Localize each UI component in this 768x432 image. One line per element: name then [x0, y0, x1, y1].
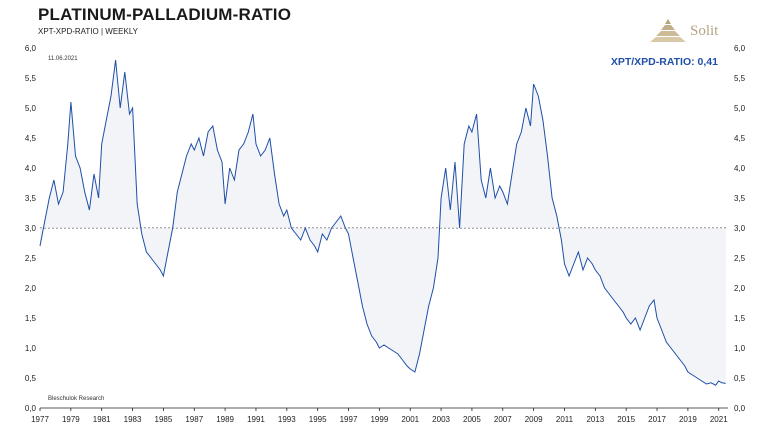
y-tick-label-left: 4,5 [25, 134, 37, 143]
x-tick-label: 1979 [62, 415, 80, 424]
x-tick-label: 1983 [124, 415, 142, 424]
x-tick-label: 2005 [463, 415, 481, 424]
y-tick-label-right: 0,5 [734, 374, 746, 383]
y-tick-label-left: 4,0 [25, 164, 37, 173]
y-tick-label-right: 2,0 [734, 284, 746, 293]
current-value-label: XPT/XPD-RATIO: 0,41 [611, 56, 718, 68]
y-tick-label-left: 6,0 [25, 44, 37, 53]
source-note: Bleschulok Research [48, 396, 104, 402]
y-tick-label-right: 6,0 [734, 44, 746, 53]
y-tick-label-right: 1,0 [734, 344, 746, 353]
y-tick-label-left: 0,5 [25, 374, 37, 383]
y-tick-label-right: 5,0 [734, 104, 746, 113]
y-tick-label-left: 3,5 [25, 194, 37, 203]
y-tick-label-right: 4,0 [734, 164, 746, 173]
x-tick-label: 1981 [93, 415, 111, 424]
axis-layer: 0,0 0,0 0,5 0,5 1,0 1,0 1,5 1,5 2,0 2,0 2,5 2,5 3,0 3… [25, 44, 746, 424]
series-line-layer [39, 59, 726, 386]
y-tick-label-right: 3,5 [734, 194, 746, 203]
x-tick-label: 1977 [31, 415, 49, 424]
y-tick-label-right: 5,5 [734, 74, 746, 83]
x-tick-label: 2017 [648, 415, 666, 424]
y-tick-label-left: 1,5 [25, 314, 37, 323]
x-tick-label: 1985 [155, 415, 173, 424]
y-tick-label-left: 3,0 [25, 224, 37, 233]
x-tick-label: 1997 [340, 415, 358, 424]
x-tick-label: 2003 [432, 415, 450, 424]
y-tick-label-right: 1,5 [734, 314, 746, 323]
x-tick-label: 2001 [401, 415, 419, 424]
series-line [39, 59, 726, 386]
y-tick-label-left: 2,0 [25, 284, 37, 293]
x-tick-label: 1995 [309, 415, 327, 424]
svg-text:Solit: Solit [690, 23, 719, 39]
x-tick-label: 1993 [278, 415, 296, 424]
y-tick-label-left: 2,5 [25, 254, 37, 263]
y-tick-label-left: 1,0 [25, 344, 37, 353]
x-tick-label: 2013 [586, 415, 604, 424]
chart-title: PLATINUM-PALLADIUM-RATIO [38, 5, 292, 24]
area-fill-layer [40, 60, 726, 386]
date-stamp: 11.06.2021 [48, 56, 78, 62]
y-tick-label-right: 0,0 [734, 404, 746, 413]
y-tick-label-right: 2,5 [734, 254, 746, 263]
x-tick-label: 2007 [494, 415, 512, 424]
y-tick-label-right: 4,5 [734, 134, 746, 143]
x-tick-label: 2009 [525, 415, 543, 424]
y-tick-label-left: 5,0 [25, 104, 37, 113]
x-tick-label: 2011 [556, 415, 574, 424]
x-tick-label: 1989 [216, 415, 234, 424]
chart-subtitle: XPT-XPD-RATIO | WEEKLY [38, 27, 139, 36]
x-tick-label: 2015 [617, 415, 635, 424]
y-tick-label-left: 0,0 [25, 404, 37, 413]
x-tick-label: 1999 [370, 415, 388, 424]
y-tick-label-left: 5,5 [25, 74, 37, 83]
y-tick-label-right: 3,0 [734, 224, 746, 233]
x-tick-label: 1987 [185, 415, 203, 424]
solit-logo: Solit [650, 19, 719, 42]
x-tick-label: 1991 [247, 415, 265, 424]
series-area [40, 60, 726, 386]
x-tick-label: 2019 [679, 415, 697, 424]
x-tick-label: 2021 [710, 415, 728, 424]
